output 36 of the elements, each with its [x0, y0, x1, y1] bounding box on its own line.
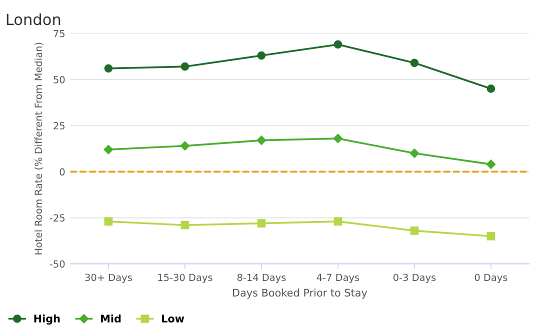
point	[257, 219, 266, 228]
point	[486, 160, 496, 169]
y-tick-label: 25	[54, 122, 64, 130]
legend-label: Low	[162, 314, 184, 323]
x-tick-label: 4-7 Days	[316, 274, 360, 283]
point	[104, 217, 113, 226]
y-tick-label: -25	[50, 214, 64, 222]
point	[334, 40, 342, 49]
chart-title: London	[6, 13, 60, 26]
point	[257, 51, 266, 60]
point	[104, 64, 113, 73]
x-axis-title: Days Booked Prior to Stay	[233, 288, 368, 299]
point	[180, 141, 190, 150]
point	[410, 148, 420, 158]
point	[334, 217, 342, 226]
y-axis-title: Hotel Room Rate (% Different From Median)	[34, 42, 44, 254]
y-tick-label: -50	[50, 260, 65, 268]
x-tick-label: 30+ Days	[85, 274, 132, 283]
x-tick-label: 0 Days	[474, 274, 508, 283]
y-tick-label: 75	[54, 30, 64, 38]
point	[180, 220, 190, 230]
legend-label: Mid	[101, 314, 121, 323]
legend-label: High	[34, 314, 60, 325]
point	[410, 226, 419, 235]
point	[486, 232, 496, 240]
y-tick-label: 0	[60, 168, 65, 176]
y-tick-label: 50	[54, 76, 65, 84]
point	[104, 144, 114, 154]
x-tick-label: 8-14 Days	[237, 274, 286, 283]
x-tick-label: 15-30 Days	[158, 274, 212, 283]
x-tick-label: 0-3 Days	[393, 274, 436, 283]
point	[256, 136, 266, 145]
point	[410, 58, 419, 68]
point	[333, 134, 343, 144]
point	[180, 62, 190, 71]
point	[486, 84, 496, 93]
